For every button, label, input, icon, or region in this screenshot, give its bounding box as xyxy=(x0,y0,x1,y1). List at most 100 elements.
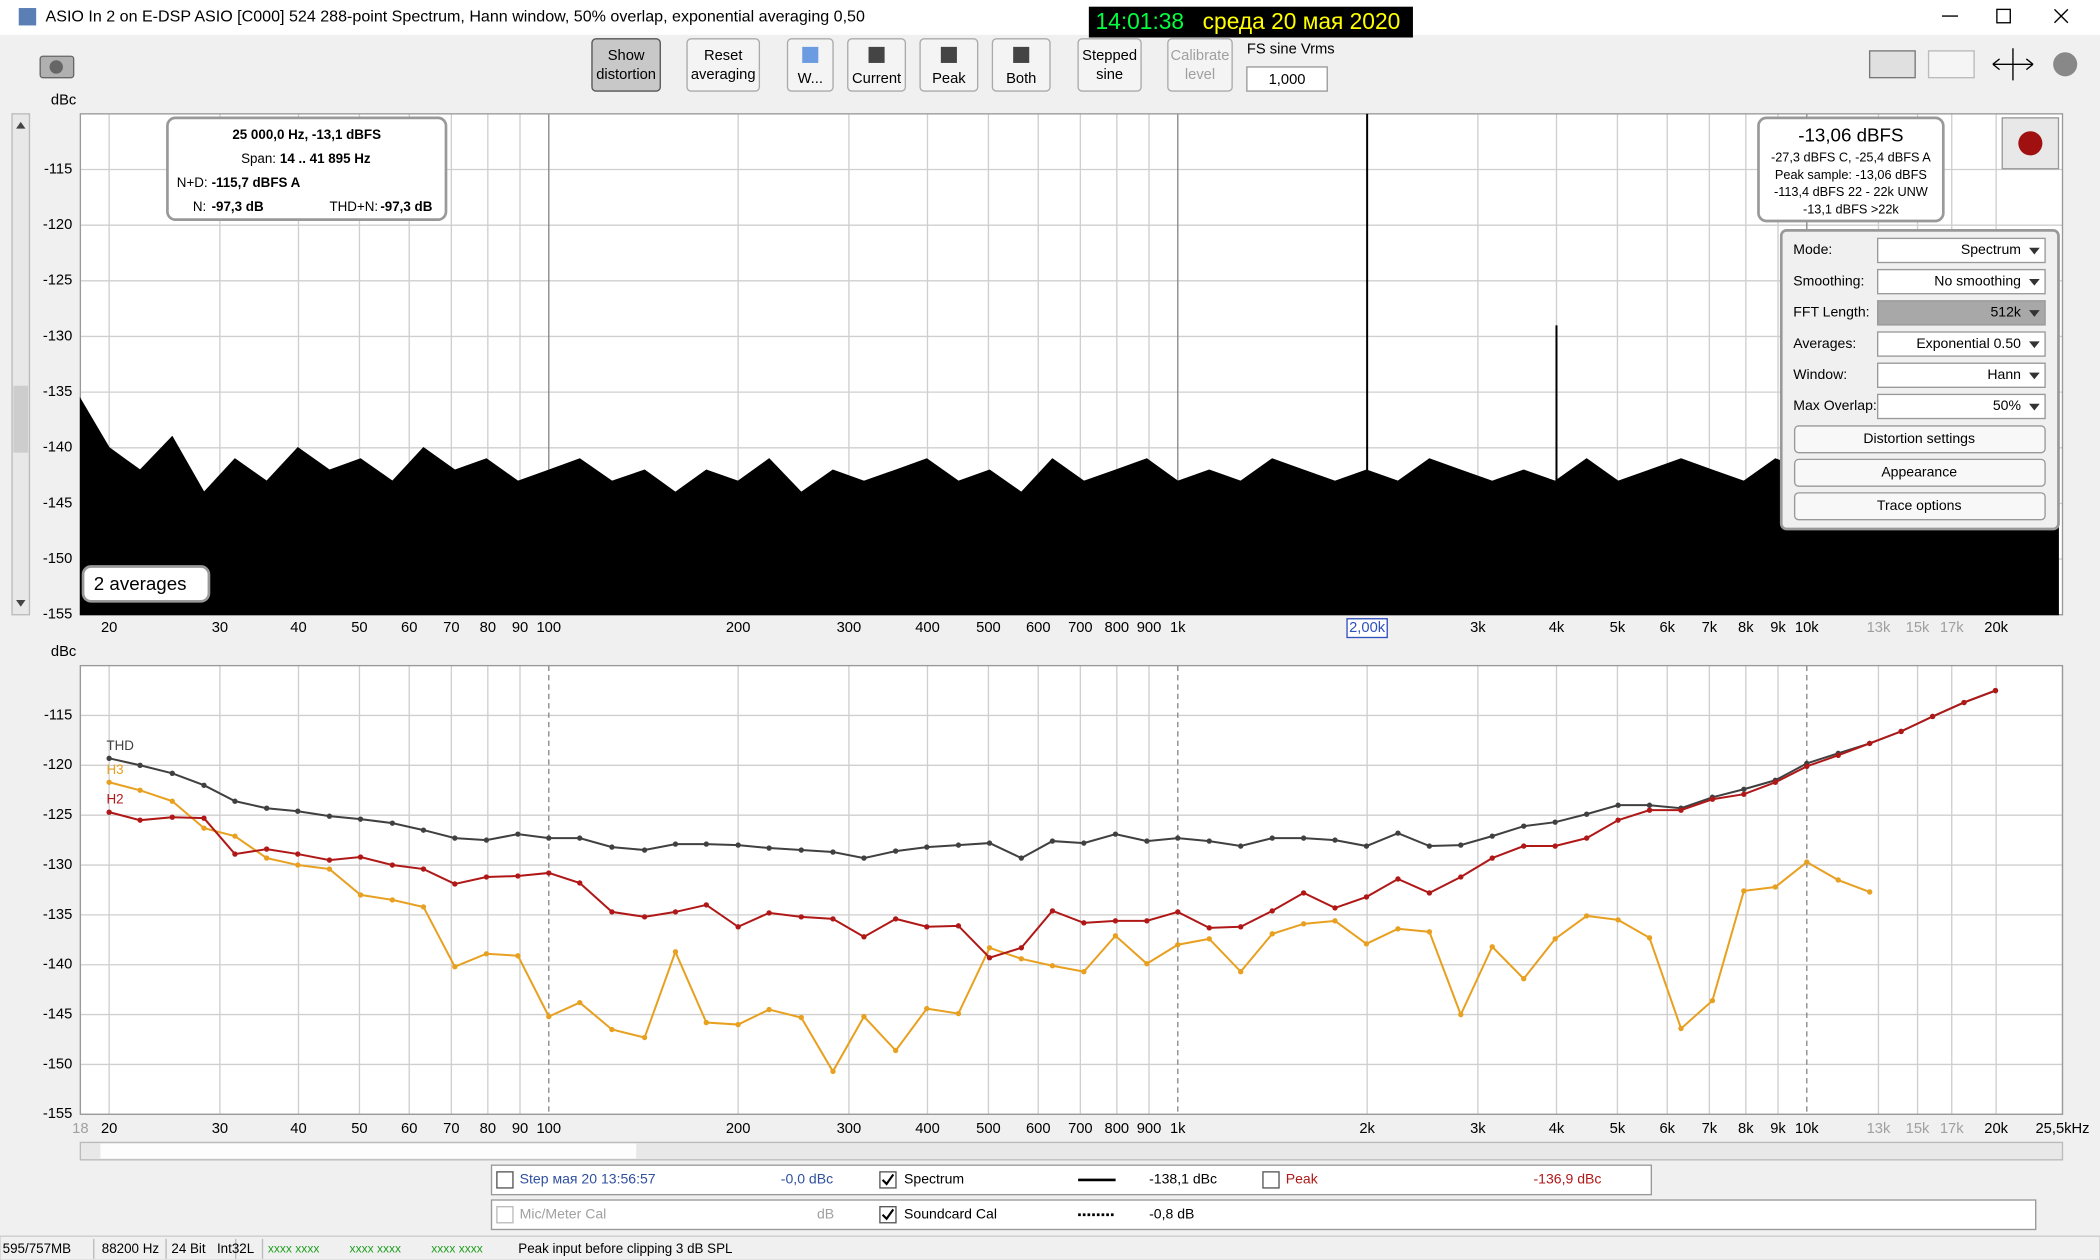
series-marker xyxy=(169,798,175,804)
series-marker xyxy=(546,835,552,841)
maximize-button[interactable] xyxy=(1996,8,2011,24)
series-marker xyxy=(1552,843,1558,849)
series-marker xyxy=(452,881,458,887)
toolbar-button[interactable] xyxy=(786,38,834,92)
series-marker xyxy=(924,844,930,850)
vertical-scrollbar[interactable] xyxy=(11,113,31,616)
panel-button[interactable] xyxy=(1793,492,2046,521)
status-cell: Int32L xyxy=(217,1241,254,1256)
setting-dropdown[interactable] xyxy=(1877,362,2046,388)
series-marker xyxy=(641,1034,648,1041)
setting-label: Max Overlap: xyxy=(1793,397,1877,413)
series-marker xyxy=(420,904,427,910)
series-marker xyxy=(452,964,458,970)
level-detail: Peak sample: -13,06 dBFS xyxy=(1775,167,1927,182)
button-label: sine xyxy=(1096,67,1123,83)
toolbar-button[interactable] xyxy=(847,38,907,92)
settings-icon[interactable] xyxy=(2053,52,2078,77)
x-tick-label: 50 xyxy=(351,1121,367,1137)
averages-box xyxy=(81,565,211,603)
close-button[interactable] xyxy=(2053,8,2069,24)
series-marker xyxy=(1112,918,1119,924)
dropdown-arrow xyxy=(2029,278,2040,286)
trace-row xyxy=(490,1164,1653,1196)
app-icon xyxy=(18,8,37,26)
readout-value: -115,7 dBFS A xyxy=(212,175,301,190)
x-tick-label: 70 xyxy=(443,620,459,636)
series-marker xyxy=(106,755,112,762)
panel-button[interactable] xyxy=(1793,458,2046,487)
x-tick-label: 700 xyxy=(1068,620,1093,636)
toolbar-button[interactable] xyxy=(686,38,761,92)
series-marker xyxy=(1300,890,1307,896)
trace-checkbox[interactable] xyxy=(496,1171,514,1189)
series-marker xyxy=(106,779,112,785)
button-label: Both xyxy=(1006,71,1036,87)
toolbar-button[interactable] xyxy=(991,38,1051,92)
x-tick-label: 13k xyxy=(1867,1121,1891,1137)
series-marker xyxy=(1489,944,1495,950)
x-tick-label: 9k xyxy=(1770,1121,1786,1137)
toolbar-button[interactable] xyxy=(1167,38,1233,92)
series-marker xyxy=(735,924,741,930)
x-tick-label: 25,5kHz xyxy=(2036,1121,2090,1137)
series-marker xyxy=(1741,786,1747,792)
button-label: level xyxy=(1185,67,1215,83)
trace-checkbox[interactable] xyxy=(1262,1171,1280,1189)
y-tick-label: -120 xyxy=(43,757,72,773)
series-marker xyxy=(1238,843,1244,849)
scroll-thumb[interactable] xyxy=(13,385,29,453)
layout-icon[interactable] xyxy=(1927,50,1975,79)
button-label: Current xyxy=(852,71,901,87)
setting-dropdown[interactable] xyxy=(1877,237,2046,264)
series-marker xyxy=(515,831,521,837)
setting-dropdown[interactable] xyxy=(1877,300,2046,326)
panel-button[interactable] xyxy=(1793,425,2046,454)
y-axis-label: dBc xyxy=(51,92,76,108)
series-marker xyxy=(1332,837,1338,843)
series-marker xyxy=(1144,961,1150,967)
series-marker xyxy=(1049,908,1056,914)
series-marker xyxy=(483,837,490,843)
ui-layer: Show distortion Reset averaging W... Current P… xyxy=(3,38,2090,1259)
series-marker xyxy=(1772,779,1779,785)
toolbar-button[interactable] xyxy=(919,38,979,92)
panel-button-label: Appearance xyxy=(1881,463,1957,479)
x-tick-label: 4k xyxy=(1549,620,1565,636)
series-marker xyxy=(641,847,648,853)
series-marker xyxy=(703,902,709,908)
series-marker xyxy=(1583,913,1590,919)
scale-icon[interactable] xyxy=(1992,48,2034,81)
toolbar-button[interactable] xyxy=(1077,38,1142,92)
series-marker xyxy=(861,1013,867,1020)
setting-value: No smoothing xyxy=(1934,272,2021,288)
setting-dropdown[interactable] xyxy=(1877,268,2046,295)
series-marker xyxy=(1835,877,1841,883)
x-tick-label: 700 xyxy=(1068,1121,1093,1137)
y-tick-label: -155 xyxy=(43,607,72,623)
layout-icon[interactable] xyxy=(1868,50,1916,79)
trace-checkbox[interactable] xyxy=(879,1171,897,1189)
readout-box xyxy=(166,116,448,221)
status-cell: 595/757MB xyxy=(3,1241,71,1256)
toolbar-button[interactable] xyxy=(591,38,661,92)
x-tick-label: 20k xyxy=(1984,620,2008,636)
trace-value: dB xyxy=(817,1205,834,1221)
series-marker xyxy=(1709,997,1716,1004)
series-marker xyxy=(295,862,301,868)
plot-area xyxy=(80,665,2063,1115)
setting-dropdown[interactable] xyxy=(1877,393,2046,420)
fs-input[interactable] xyxy=(1246,66,1328,92)
trace-value: -136,9 dBc xyxy=(1533,1171,1601,1187)
series-marker xyxy=(169,770,175,776)
y-tick-label: -115 xyxy=(44,707,72,723)
series-marker xyxy=(201,825,207,831)
setting-dropdown[interactable] xyxy=(1877,331,2046,357)
trace-checkbox[interactable] xyxy=(496,1206,514,1224)
series-marker xyxy=(420,866,427,872)
series-marker xyxy=(924,924,930,930)
x-tick-label: 6k xyxy=(1659,1121,1675,1137)
scroll-thumb[interactable] xyxy=(100,1143,637,1159)
trace-checkbox[interactable] xyxy=(879,1206,897,1224)
